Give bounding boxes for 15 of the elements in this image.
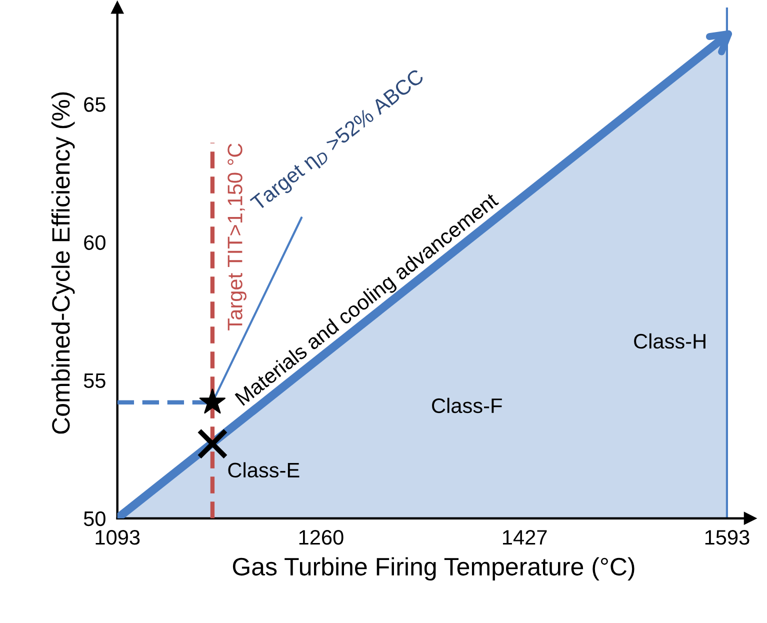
- y-tick-label: 60: [84, 235, 106, 250]
- x-tick-label: 1427: [502, 530, 547, 545]
- x-axis-title: Gas Turbine Firing Temperature (°C): [232, 557, 634, 581]
- x-tick-label: 1260: [299, 530, 344, 545]
- y-tick-label: 55: [84, 373, 106, 388]
- y-axis-title: Combined-Cycle Efficiency (%): [51, 92, 75, 434]
- annotation: Class-H: [634, 333, 706, 349]
- x-tick-label: 1093: [96, 530, 140, 545]
- text: Target TIT>1,150 °C: [228, 144, 246, 330]
- y-tick-label: 65: [84, 97, 106, 112]
- x-tick-label: 1593: [705, 530, 750, 545]
- y-tick-label: 50: [84, 511, 106, 526]
- annotation: Class-E: [228, 462, 300, 478]
- annotation: Class-F: [432, 398, 502, 414]
- annotation: Target η$_{D}$ >52% ABCC: [250, 68, 428, 214]
